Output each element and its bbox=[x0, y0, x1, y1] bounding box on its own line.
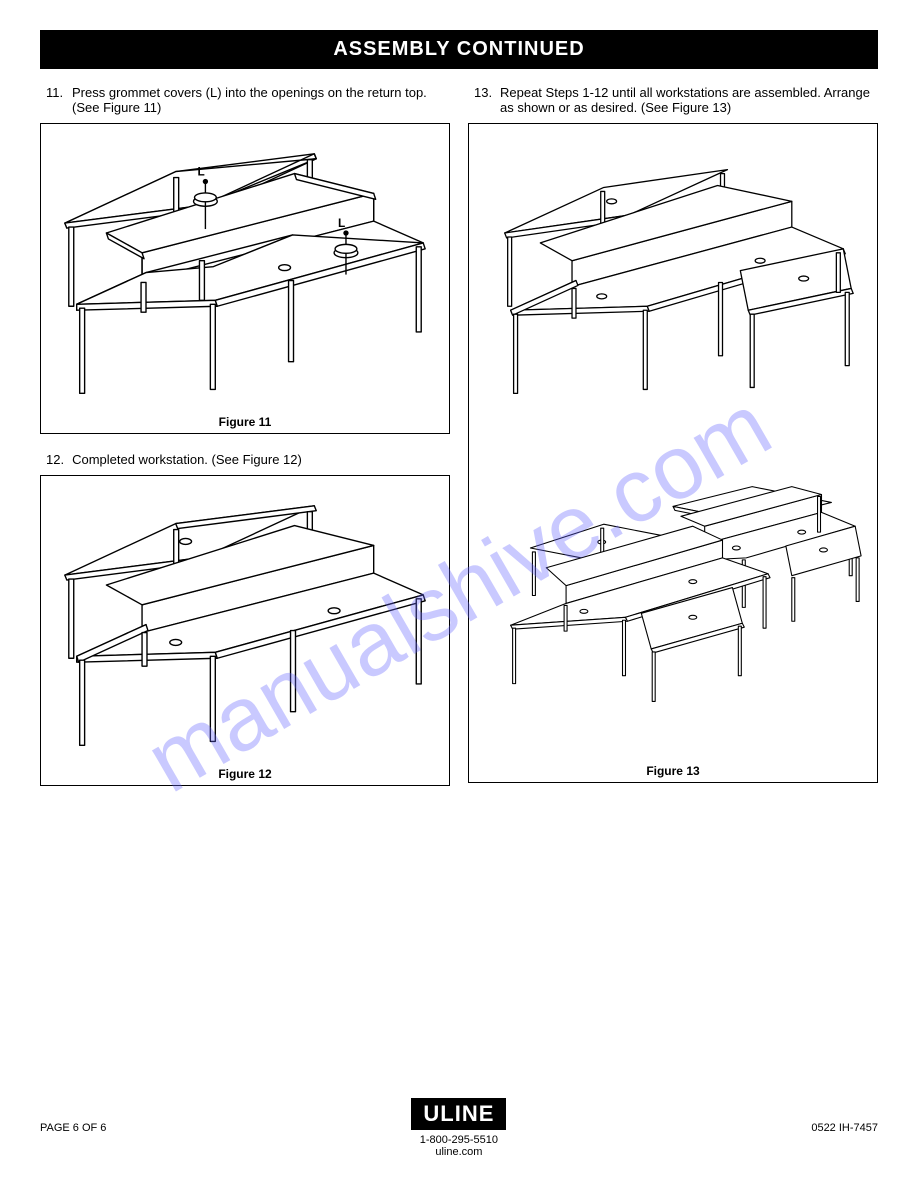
step-number: 11. bbox=[46, 85, 64, 115]
footer-contact: 1-800-295-5510 bbox=[420, 1134, 498, 1146]
figure-12-box: Figure 12 bbox=[40, 475, 450, 786]
page-footer: PAGE 6 OF 6 ULINE 1-800-295-5510 uline.c… bbox=[40, 1098, 878, 1158]
uline-logo: ULINE bbox=[411, 1098, 506, 1130]
figure-11-label: Figure 11 bbox=[47, 415, 443, 429]
footer-left: PAGE 6 OF 6 bbox=[40, 1122, 106, 1134]
right-column: 13. Repeat Steps 1-12 until all workstat… bbox=[468, 81, 878, 804]
figure-13b-diagram bbox=[475, 447, 871, 744]
figure-13-label: Figure 13 bbox=[475, 764, 871, 778]
step-text: Press grommet covers (L) into the openin… bbox=[72, 85, 444, 115]
figure-11-diagram: L L bbox=[47, 134, 443, 411]
step-text: Repeat Steps 1-12 until all workstations… bbox=[500, 85, 872, 115]
footer-url: uline.com bbox=[435, 1146, 482, 1158]
figure-11-box: L L Figure 11 bbox=[40, 123, 450, 434]
left-column: 11. Press grommet covers (L) into the op… bbox=[40, 81, 450, 804]
step-13: 13. Repeat Steps 1-12 until all workstat… bbox=[468, 85, 878, 115]
section-header: ASSEMBLY CONTINUED bbox=[40, 30, 878, 69]
footer-center: ULINE 1-800-295-5510 uline.com bbox=[106, 1098, 811, 1158]
step-number: 13. bbox=[474, 85, 492, 115]
figure-12-diagram bbox=[47, 486, 443, 763]
step-number: 12. bbox=[46, 452, 64, 467]
figure-13-box: Figure 13 bbox=[468, 123, 878, 783]
figure-13b bbox=[475, 447, 871, 760]
figure-13a-diagram bbox=[475, 134, 871, 431]
figure-13a bbox=[475, 134, 871, 447]
step-11: 11. Press grommet covers (L) into the op… bbox=[40, 85, 450, 115]
step-12: 12. Completed workstation. (See Figure 1… bbox=[40, 452, 450, 467]
footer-right: 0522 IH-7457 bbox=[811, 1122, 878, 1134]
figure-12-label: Figure 12 bbox=[47, 767, 443, 781]
svg-text:L: L bbox=[338, 216, 345, 230]
step-text: Completed workstation. (See Figure 12) bbox=[72, 452, 302, 467]
svg-text:L: L bbox=[197, 165, 204, 179]
